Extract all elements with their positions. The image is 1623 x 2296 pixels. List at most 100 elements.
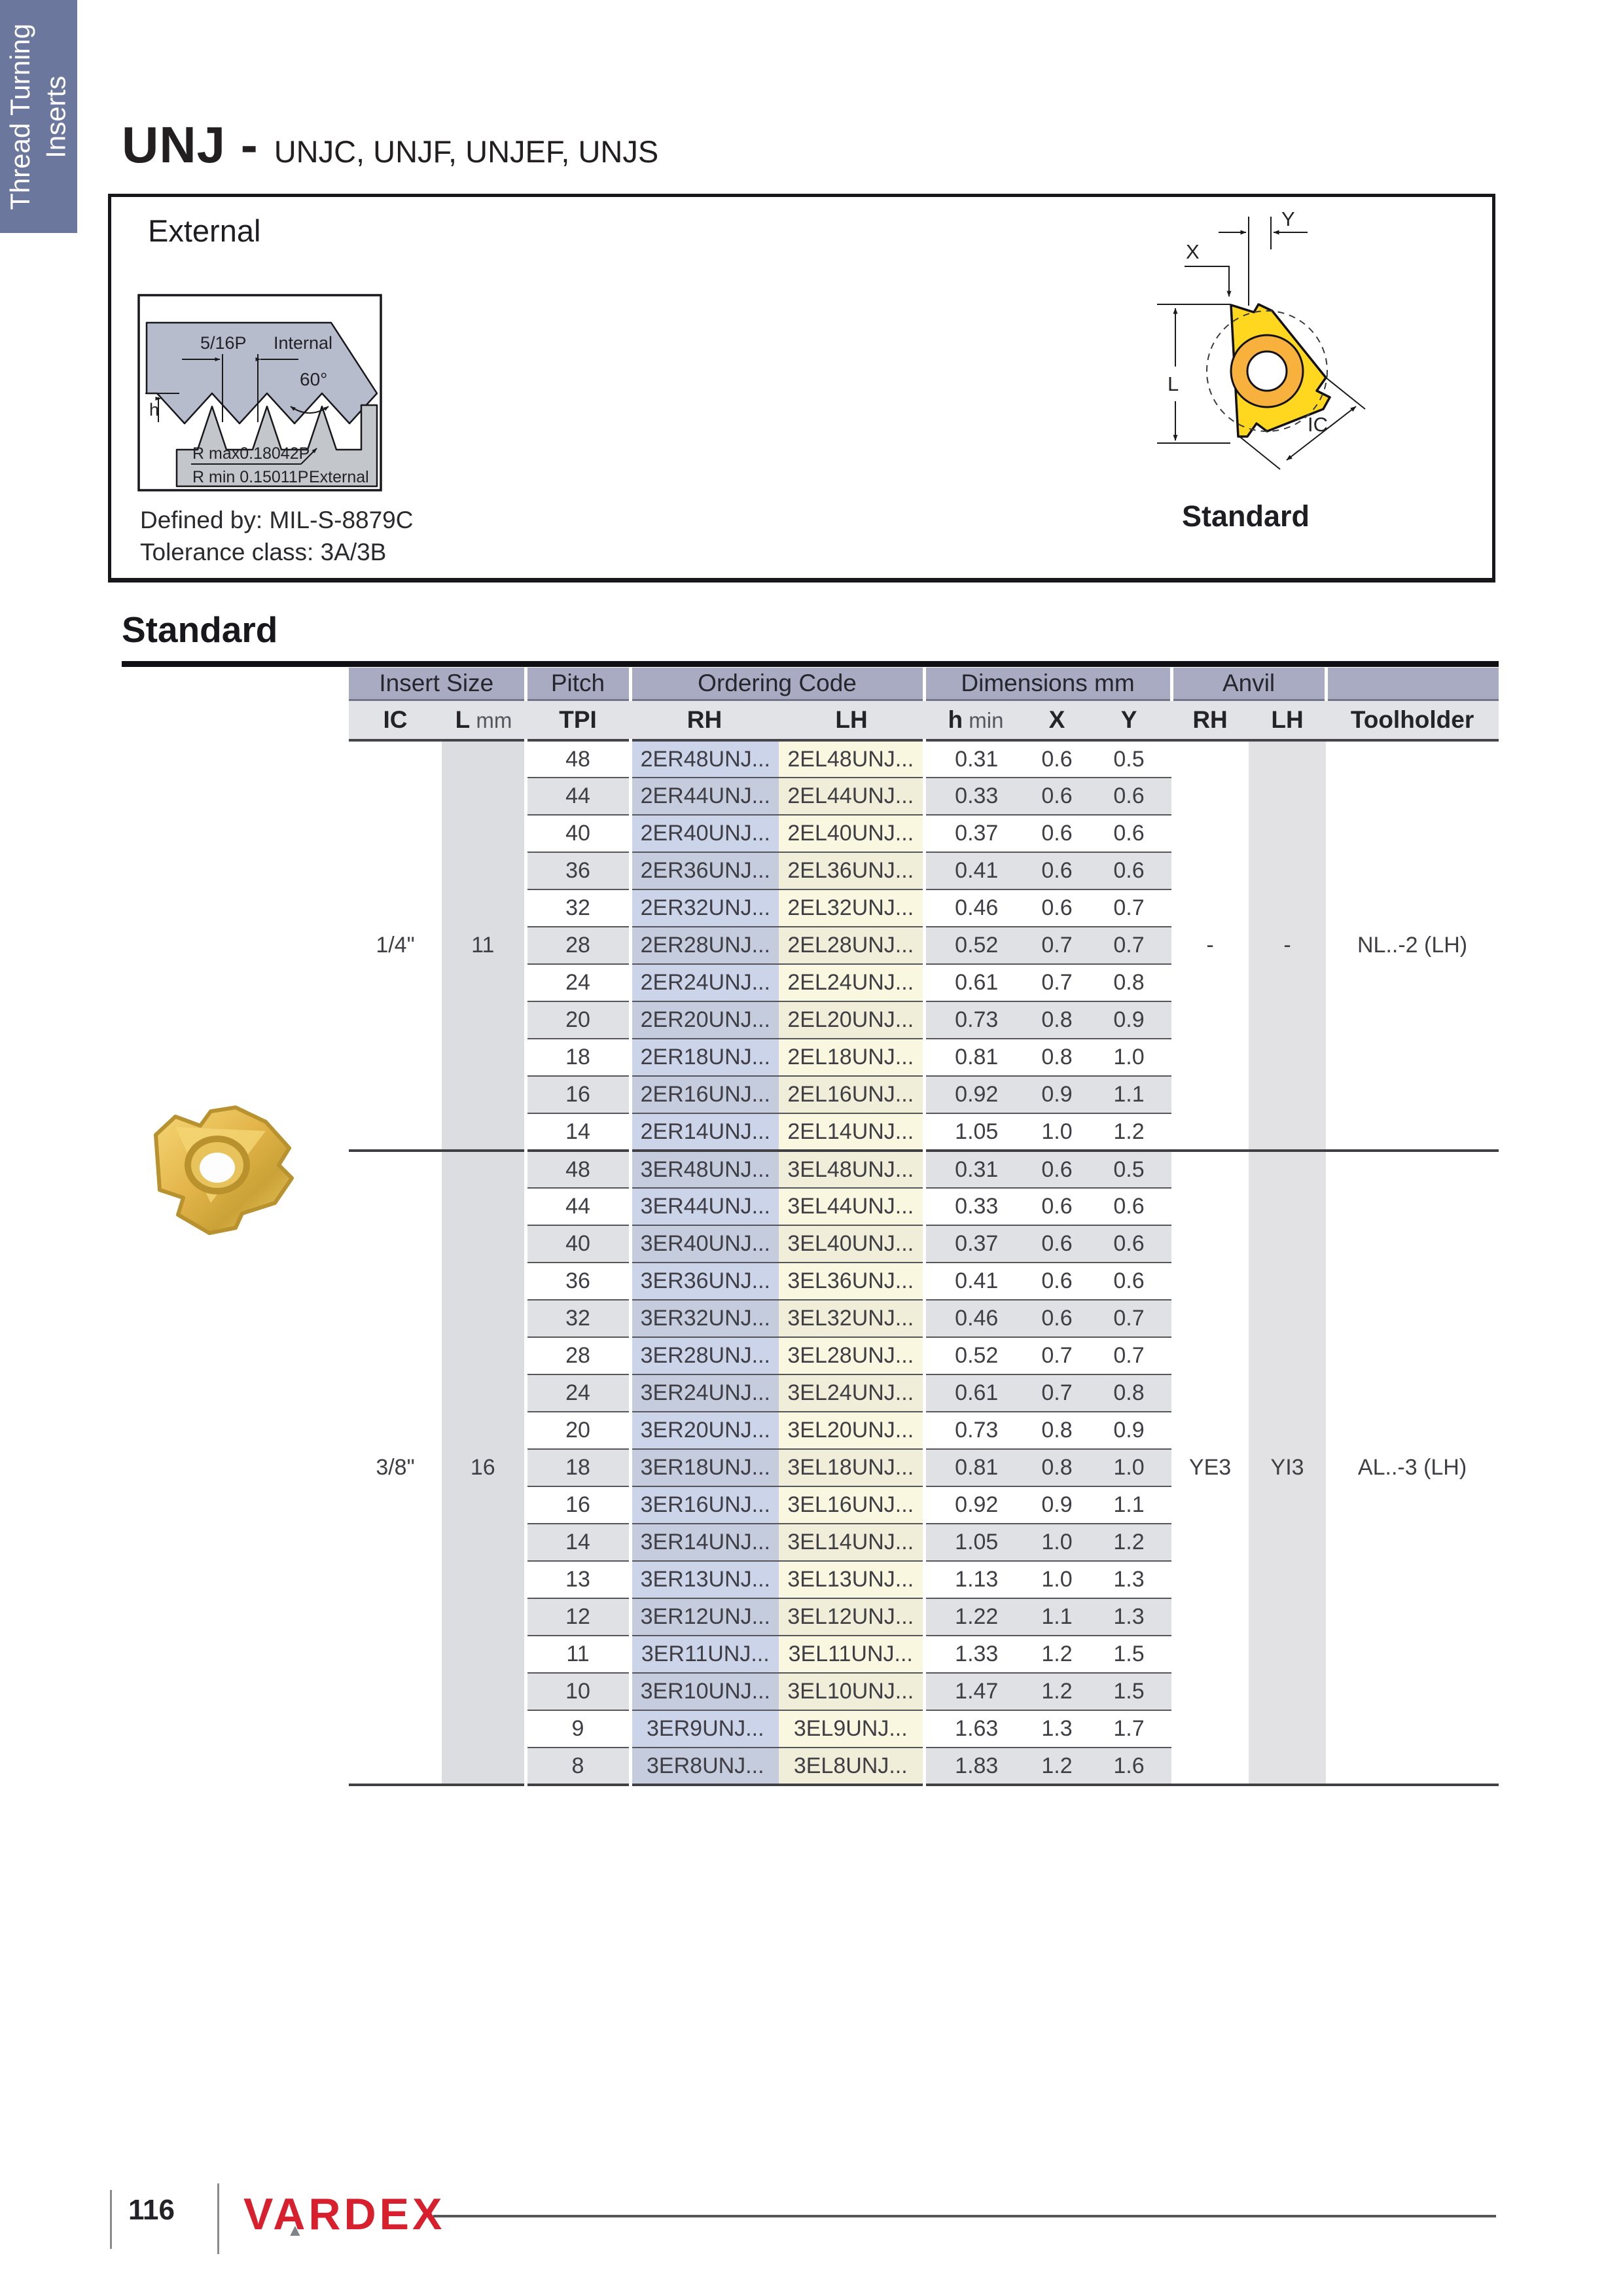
cell-y: 1.3	[1086, 1561, 1172, 1599]
insert-hole	[1246, 350, 1288, 392]
cell-h-min: 0.52	[922, 1337, 1028, 1375]
cell-ordering-code-lh: 2EL36UNJ...	[779, 852, 925, 890]
cell-h-min: 0.52	[922, 927, 1028, 965]
cell-anvil-rh: -	[1171, 740, 1249, 1152]
cell-y: 1.2	[1086, 1524, 1172, 1562]
cell-ordering-code-lh: 2EL16UNJ...	[779, 1076, 925, 1114]
cell-y: 1.3	[1086, 1598, 1172, 1636]
y-label: Y	[1281, 207, 1295, 230]
cell-tpi: 44	[524, 778, 631, 816]
cell-ordering-code-lh: 2EL48UNJ...	[779, 740, 925, 778]
defined-by-text: Defined by: MIL-S-8879C	[140, 507, 414, 533]
cell-h-min: 0.92	[922, 1076, 1028, 1114]
cell-tpi: 9	[524, 1710, 631, 1748]
cell-ordering-code-rh: 2ER14UNJ...	[628, 1113, 779, 1152]
cell-h-min: 1.05	[922, 1524, 1028, 1562]
table-row: 16 3ER16UNJ... 3EL16UNJ... 0.92 0.9 1.1	[349, 1486, 1499, 1524]
rmax-label: R max0.18042P	[192, 444, 310, 463]
cell-insert-size-ic: 1/4"	[349, 740, 442, 1152]
cell-h-min: 0.33	[922, 1188, 1028, 1226]
cell-y: 0.8	[1086, 964, 1172, 1002]
cell-ordering-code-rh: 3ER40UNJ...	[628, 1225, 779, 1263]
cell-y: 0.8	[1086, 1374, 1172, 1412]
cell-tpi: 24	[524, 964, 631, 1002]
cell-tpi: 16	[524, 1076, 631, 1114]
cell-ordering-code-lh: 2EL18UNJ...	[779, 1039, 925, 1077]
ic-ext-line-2	[1239, 436, 1281, 470]
cell-x: 0.7	[1027, 964, 1087, 1002]
cell-y: 0.6	[1086, 815, 1172, 853]
external-label: External	[309, 468, 369, 486]
cell-h-min: 0.37	[922, 815, 1028, 853]
cell-h-min: 1.05	[922, 1113, 1028, 1152]
cell-x: 0.6	[1027, 1300, 1087, 1338]
cell-h-min: 1.47	[922, 1673, 1028, 1711]
cell-h-min: 0.31	[922, 740, 1028, 778]
cell-ordering-code-lh: 3EL8UNJ...	[779, 1748, 925, 1786]
cell-ordering-code-lh: 3EL10UNJ...	[779, 1673, 925, 1711]
cell-ordering-code-rh: 3ER28UNJ...	[628, 1337, 779, 1375]
table-row: 20 3ER20UNJ... 3EL20UNJ... 0.73 0.8 0.9	[349, 1412, 1499, 1450]
cell-y: 0.6	[1086, 1225, 1172, 1263]
cell-y: 0.7	[1086, 889, 1172, 927]
cell-x: 1.2	[1027, 1748, 1087, 1786]
cell-ordering-code-rh: 2ER44UNJ...	[628, 778, 779, 816]
cell-x: 0.9	[1027, 1486, 1087, 1524]
cell-tpi: 11	[524, 1636, 631, 1674]
cell-y: 0.9	[1086, 1412, 1172, 1450]
ic-ext-line	[1325, 377, 1366, 410]
cell-ordering-code-lh: 3EL11UNJ...	[779, 1636, 925, 1674]
table-row: 28 3ER28UNJ... 3EL28UNJ... 0.52 0.7 0.7	[349, 1337, 1499, 1375]
cell-ordering-code-rh: 3ER9UNJ...	[628, 1710, 779, 1748]
cell-ordering-code-rh: 3ER44UNJ...	[628, 1188, 779, 1226]
cell-tpi: 20	[524, 1412, 631, 1450]
cell-ordering-code-rh: 2ER28UNJ...	[628, 927, 779, 965]
x-arrow	[1185, 266, 1232, 297]
table-row: 36 3ER36UNJ... 3EL36UNJ... 0.41 0.6 0.6	[349, 1263, 1499, 1300]
chapter-tab-line1: Thread Turning	[5, 23, 36, 210]
x-label: X	[1186, 240, 1200, 263]
cell-tpi: 18	[524, 1039, 631, 1077]
cell-ordering-code-lh: 3EL36UNJ...	[779, 1263, 925, 1300]
cell-x: 1.2	[1027, 1636, 1087, 1674]
table-row: 10 3ER10UNJ... 3EL10UNJ... 1.47 1.2 1.5	[349, 1673, 1499, 1711]
cell-h-min: 0.81	[922, 1449, 1028, 1487]
angle-label: 60°	[300, 369, 327, 389]
cell-tpi: 44	[524, 1188, 631, 1226]
spec-table-group-row: Insert Size Pitch Ordering Code Dimensions …	[349, 668, 1499, 701]
cell-ordering-code-rh: 2ER18UNJ...	[628, 1039, 779, 1077]
column-header-l-mm: L mm	[442, 700, 526, 742]
inscribed-circle	[1206, 310, 1328, 432]
cell-tpi: 12	[524, 1598, 631, 1636]
table-row: 16 2ER16UNJ... 2EL16UNJ... 0.92 0.9 1.1	[349, 1076, 1499, 1114]
cell-y: 1.5	[1086, 1673, 1172, 1711]
cell-y: 0.6	[1086, 852, 1172, 890]
table-row: 3/8" 16 48 3ER48UNJ... 3EL48UNJ... 0.31 0.6 0.5…	[349, 1151, 1499, 1786]
page-title-sub: UNJC, UNJF, UNJEF, UNJS	[274, 134, 659, 169]
table-row: 18 3ER18UNJ... 3EL18UNJ... 0.81 0.8 1.0	[349, 1449, 1499, 1487]
cell-x: 0.8	[1027, 1412, 1087, 1450]
cell-y: 0.7	[1086, 1337, 1172, 1375]
column-header-tpi: TPI	[526, 700, 631, 742]
cell-h-min: 1.22	[922, 1598, 1028, 1636]
cell-ordering-code-lh: 3EL32UNJ...	[779, 1300, 925, 1338]
cell-x: 0.6	[1027, 815, 1087, 853]
cell-x: 0.7	[1027, 927, 1087, 965]
table-row: 8 3ER8UNJ... 3EL8UNJ... 1.83 1.2 1.6	[349, 1748, 1499, 1786]
page-title: UNJ - UNJC, UNJF, UNJEF, UNJS	[122, 115, 658, 175]
cell-ordering-code-rh: 3ER8UNJ...	[628, 1748, 779, 1786]
cell-y: 1.5	[1086, 1636, 1172, 1674]
cell-y: 0.7	[1086, 927, 1172, 965]
cell-ordering-code-rh: 2ER36UNJ...	[628, 852, 779, 890]
pitch-label: 5/16P	[200, 333, 247, 353]
cell-x: 1.0	[1027, 1561, 1087, 1599]
cell-ordering-code-lh: 2EL32UNJ...	[779, 889, 925, 927]
cell-ordering-code-lh: 2EL20UNJ...	[779, 1001, 925, 1039]
cell-toolholder: AL..-3 (LH)	[1326, 1151, 1499, 1786]
cell-ordering-code-rh: 3ER18UNJ...	[628, 1449, 779, 1487]
cell-ordering-code-lh: 3EL18UNJ...	[779, 1449, 925, 1487]
cell-h-min: 0.37	[922, 1225, 1028, 1263]
rmin-label: R min 0.15011P	[192, 468, 308, 486]
external-thread-shape	[175, 404, 378, 488]
cell-tpi: 40	[524, 815, 631, 853]
